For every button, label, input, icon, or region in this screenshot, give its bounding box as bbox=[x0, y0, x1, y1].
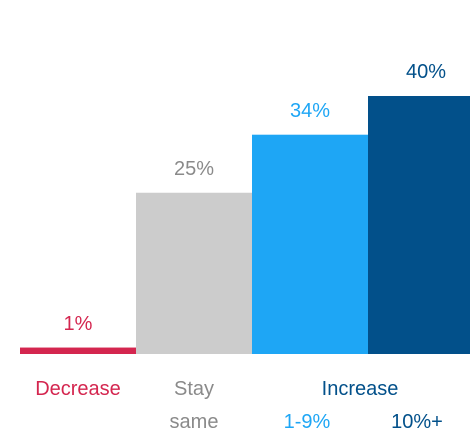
category-label-stay-line2: same bbox=[169, 411, 219, 433]
bar-increase-1-9 bbox=[252, 134, 368, 354]
group-label-increase: Increase bbox=[321, 378, 399, 400]
value-label-decrease: 1% bbox=[63, 312, 93, 335]
category-label-stay-line1: Stay bbox=[173, 378, 215, 400]
category-label-1-9: 1-9% bbox=[283, 411, 331, 433]
value-label-increase-1-9: 34% bbox=[289, 99, 331, 122]
bar-decrease bbox=[20, 347, 136, 354]
value-label-stay-same: 25% bbox=[173, 157, 215, 180]
value-label-increase-10-plus: 40% bbox=[405, 61, 447, 83]
category-label-10-plus: 10%+ bbox=[391, 411, 443, 433]
bar-stay-same bbox=[136, 192, 252, 354]
category-label-decrease: Decrease bbox=[35, 378, 121, 400]
bar-increase-10-plus bbox=[368, 96, 470, 354]
